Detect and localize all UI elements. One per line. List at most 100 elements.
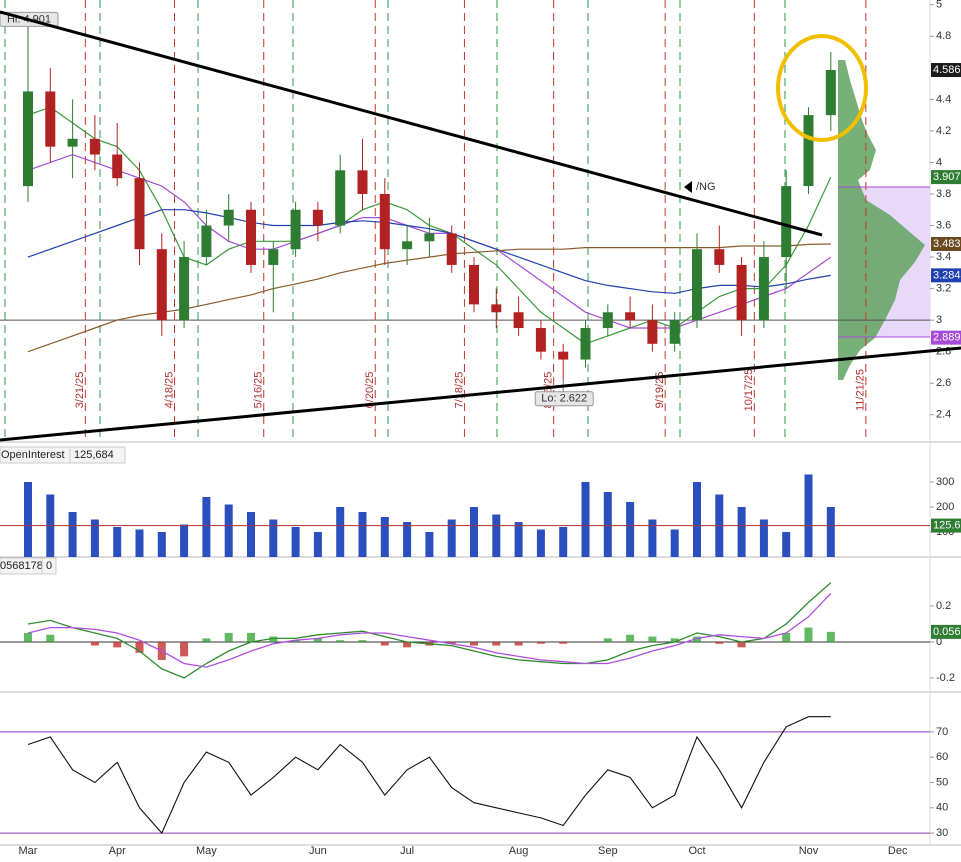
candle-body: [535, 328, 546, 352]
histogram-bar: [804, 627, 813, 642]
histogram-bar: [135, 641, 144, 653]
symbol-label: /NG: [696, 181, 716, 193]
histogram-bar: [670, 638, 679, 642]
bar: [804, 474, 813, 557]
x-tick-label: Aug: [509, 845, 529, 857]
x-tick-label: May: [196, 845, 217, 857]
price-tag: [931, 170, 961, 185]
candle-body: [290, 209, 301, 250]
bar: [759, 519, 768, 557]
bar: [447, 519, 456, 557]
bar: [157, 532, 166, 557]
y-tick-label: 60: [936, 751, 948, 763]
candle-body: [335, 170, 346, 226]
price-tag: [931, 330, 961, 345]
histogram-bar: [291, 640, 300, 642]
candle-body: [825, 70, 836, 116]
symbol-pointer: [684, 181, 692, 193]
histogram-bar: [46, 634, 55, 642]
candle-body: [312, 209, 323, 226]
histogram-bar: [715, 641, 724, 644]
candle-body: [647, 320, 658, 344]
bar: [180, 524, 189, 557]
candle-body: [781, 186, 792, 258]
bar: [693, 482, 701, 557]
histogram-bar: [693, 636, 701, 642]
oi-title: OpenInterest: [1, 449, 65, 461]
y-tick-label: 70: [936, 726, 948, 738]
histogram-bar: [492, 641, 501, 646]
y-tick-label: 3.6: [936, 219, 951, 231]
x-tick-label: Apr: [109, 845, 126, 857]
expiration-label: 11/21/25: [855, 369, 867, 411]
macd-subtitle: 0: [46, 560, 52, 572]
y-tick-label: 0.2: [936, 600, 951, 612]
price-tag-label: 2.889: [933, 332, 961, 344]
histogram-bar: [113, 641, 122, 648]
candle-body: [803, 115, 814, 187]
y-tick-label: 3.2: [936, 283, 951, 295]
bar: [425, 532, 434, 557]
expiration-label: 9/19/25: [654, 372, 666, 409]
y-tick-label: 40: [936, 802, 948, 814]
expiration-label: 5/16/25: [253, 372, 265, 409]
bar: [536, 529, 545, 557]
bar: [269, 519, 278, 557]
candle-body: [491, 304, 502, 313]
candle-body: [602, 312, 613, 329]
histogram-bar: [247, 632, 255, 642]
bar: [581, 482, 590, 557]
histogram-bar: [403, 641, 412, 648]
highlight-circle: [776, 34, 868, 142]
y-tick-label: 4.2: [936, 125, 951, 137]
histogram-bar: [782, 632, 791, 642]
candle-body: [669, 320, 680, 344]
y-tick-label: 200: [936, 501, 954, 513]
bar: [68, 512, 77, 557]
y-tick-label: 2.6: [936, 377, 951, 389]
expiration-label: 7/18/25: [453, 372, 465, 409]
bar: [291, 527, 300, 557]
candle-body: [513, 312, 524, 329]
candle-body: [268, 249, 279, 265]
x-tick-label: Jul: [400, 845, 414, 857]
candle-body: [156, 249, 167, 321]
histogram-bar: [90, 641, 99, 646]
x-tick-label: Nov: [799, 845, 819, 857]
candle-body: [402, 241, 413, 250]
bar: [603, 492, 612, 557]
price-tag: [931, 63, 961, 78]
cycle-lines: [4, 0, 786, 440]
candle-body: [469, 264, 479, 305]
histogram-bar: [603, 638, 612, 642]
y-tick-label: -0.2: [936, 672, 955, 684]
bar: [782, 532, 791, 557]
candle-body: [179, 257, 190, 321]
candle-body: [446, 233, 457, 265]
candle-body: [692, 249, 702, 321]
bar: [224, 504, 233, 557]
bar: [514, 522, 523, 557]
bar: [135, 529, 144, 557]
bar: [247, 512, 255, 557]
price-tag: [931, 268, 961, 283]
volume-profile: [838, 60, 930, 380]
candle-body: [67, 138, 78, 147]
price-tag-label: 125.684: [933, 519, 961, 531]
x-tick-label: Oct: [688, 845, 705, 857]
annotation-label: Lo: 2.622: [541, 393, 587, 405]
candle-body: [625, 312, 636, 321]
price-tag-label: 4.586: [933, 64, 961, 76]
histogram-bar: [180, 641, 189, 657]
candle-body: [246, 209, 256, 265]
annotation-box: [534, 391, 594, 407]
histogram-bar: [447, 641, 456, 644]
histogram-bar: [313, 638, 322, 642]
bar: [380, 517, 389, 557]
y-tick-label: 3.8: [936, 188, 951, 200]
candle-body: [134, 178, 145, 250]
candle-body: [112, 154, 123, 179]
candle-body: [758, 257, 769, 321]
x-tick-label: Dec: [888, 845, 908, 857]
